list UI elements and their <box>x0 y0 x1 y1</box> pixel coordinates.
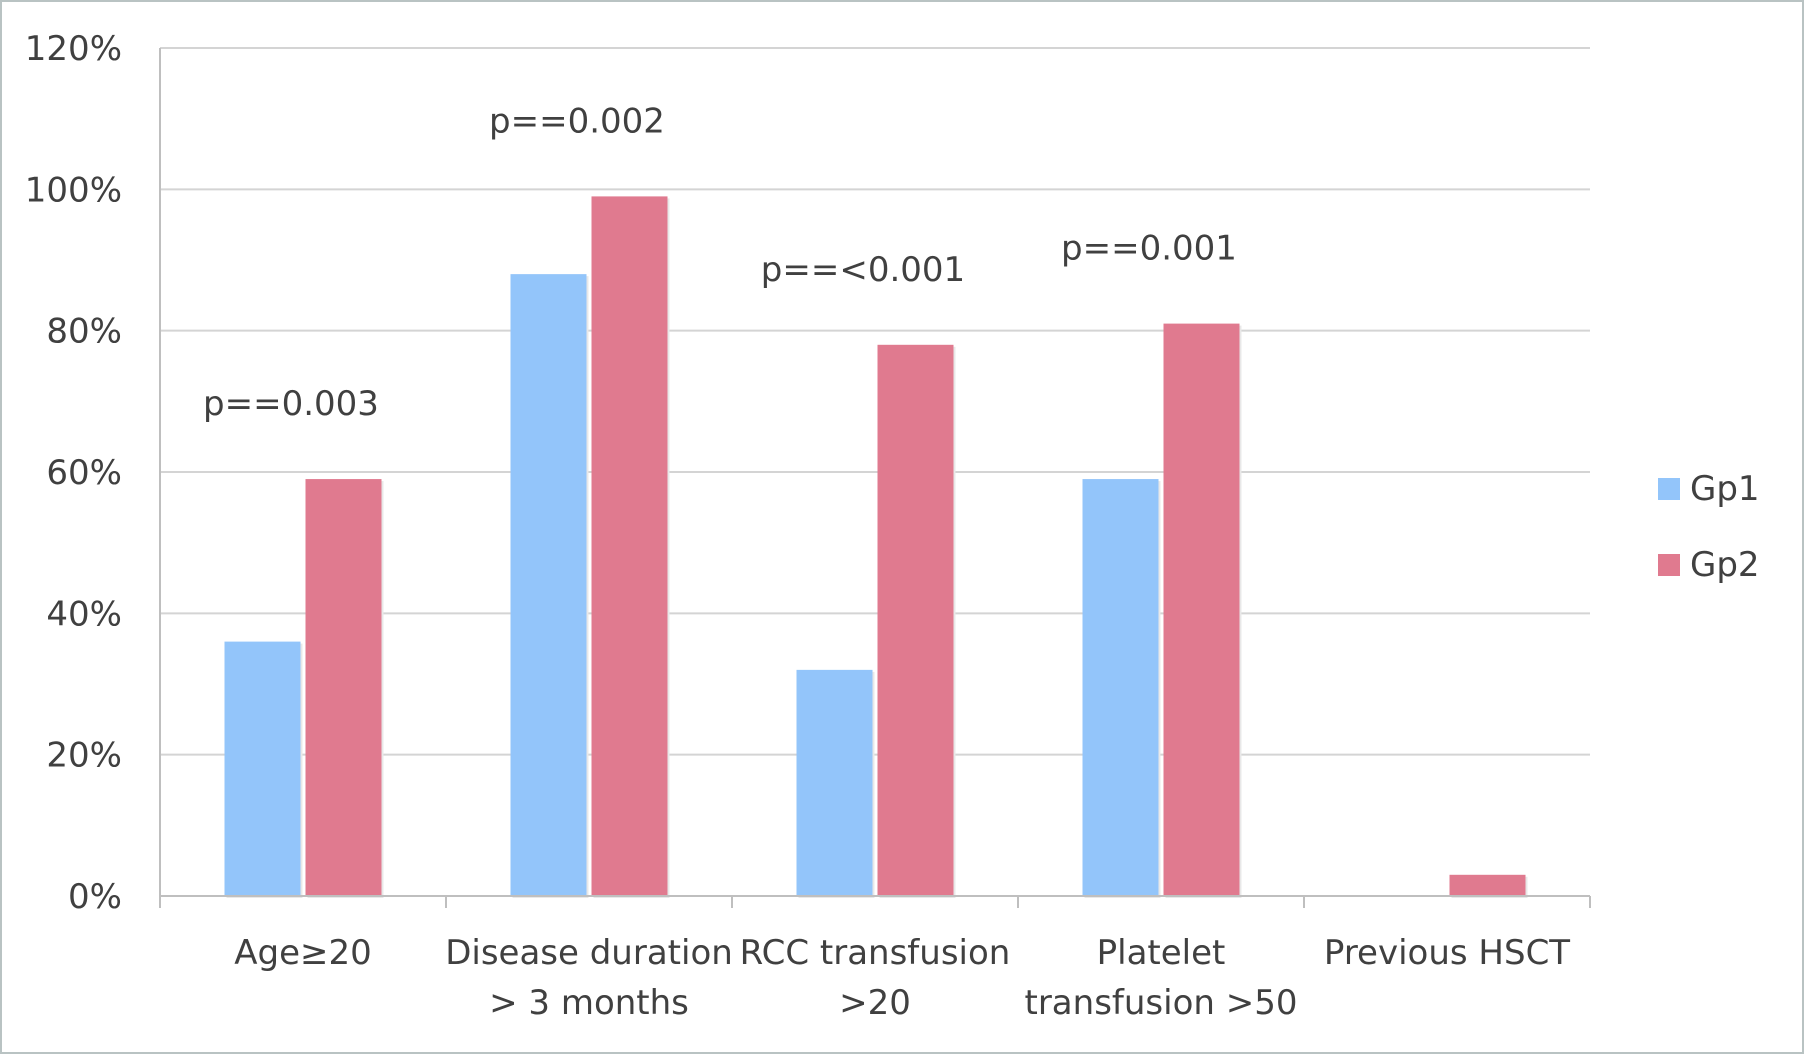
y-tick-label: 40% <box>46 594 122 634</box>
bar-gp1 <box>1082 479 1159 895</box>
legend[interactable]: Gp1 Gp2 <box>1658 469 1760 585</box>
p-value-annotation: p==0.002 <box>489 101 665 141</box>
bar-gp2 <box>1163 323 1240 896</box>
bar-gp1 <box>796 669 873 895</box>
legend-swatch-gp1 <box>1658 478 1680 500</box>
axes <box>159 48 1591 908</box>
legend-label-gp2: Gp2 <box>1690 545 1760 585</box>
y-tick-label: 120% <box>25 29 122 69</box>
bar-gp2 <box>305 479 382 895</box>
x-category-label: Previous HSCT <box>1324 933 1570 973</box>
x-category-label: Platelet <box>1097 933 1226 973</box>
p-value-annotation: p==<0.001 <box>761 250 965 290</box>
bar-gp1 <box>510 274 587 896</box>
x-category-label: >20 <box>839 983 911 1023</box>
x-category-label: Age≥20 <box>234 933 372 973</box>
y-tick-label: 100% <box>25 170 122 210</box>
x-category-label: Disease duration <box>445 933 733 973</box>
bars <box>224 196 1528 899</box>
bar-gp2 <box>591 196 668 895</box>
p-value-annotation: p==0.003 <box>203 384 379 424</box>
x-category-label: RCC transfusion <box>740 933 1011 973</box>
bar-gp1 <box>224 641 301 895</box>
legend-swatch-gp2 <box>1658 554 1680 576</box>
labels: 0% 20% 40% 60% 80% 100% 120% Age≥20 p==0.003 Dise… <box>25 29 1571 1023</box>
y-tick-label: 20% <box>46 736 122 776</box>
x-category-label: > 3 months <box>489 983 689 1023</box>
y-tick-label: 0% <box>68 877 122 917</box>
bar-gp2 <box>1449 874 1526 895</box>
gridlines <box>160 47 1590 756</box>
y-tick-label: 80% <box>46 312 122 352</box>
bar-gp2 <box>877 344 954 895</box>
p-value-annotation: p==0.001 <box>1061 229 1237 269</box>
y-tick-label: 60% <box>46 453 122 493</box>
x-category-label: transfusion >50 <box>1025 983 1298 1023</box>
legend-label-gp1: Gp1 <box>1690 469 1760 509</box>
